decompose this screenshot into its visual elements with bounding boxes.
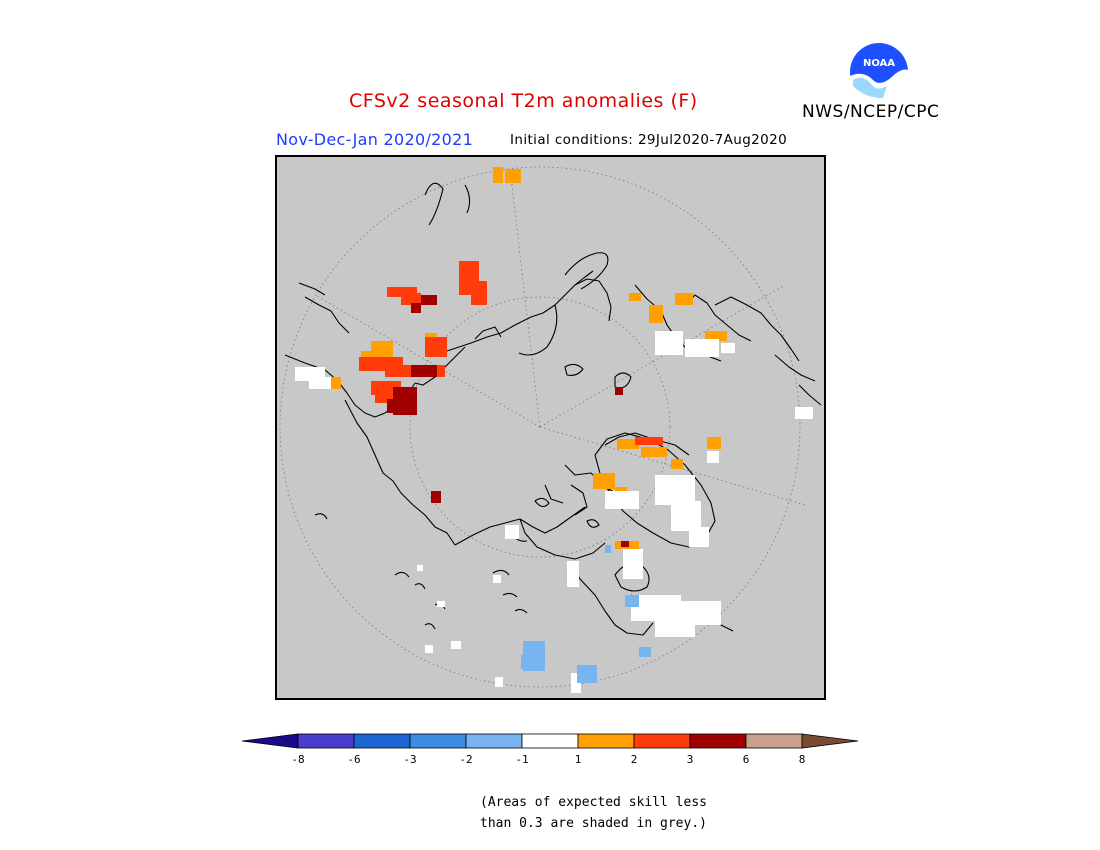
- skill-note-line-2: than 0.3 are shaded in grey.): [480, 816, 707, 831]
- anomaly-shading: [295, 167, 813, 693]
- legend-label: -3: [403, 753, 416, 766]
- chart-title: CFSv2 seasonal T2m anomalies (F): [349, 90, 698, 112]
- skill-note-line-1: (Areas of expected skill less: [480, 795, 707, 810]
- legend-bar: [241, 733, 859, 749]
- legend-arrow-high: [801, 733, 859, 749]
- legend-label: 8: [799, 753, 806, 766]
- legend-swatch: [521, 733, 579, 749]
- map-background: [275, 155, 826, 700]
- anomaly-1-to-2: [319, 167, 727, 549]
- organization-label: NWS/NCEP/CPC: [802, 102, 940, 122]
- legend-label: -6: [347, 753, 360, 766]
- legend-label: -2: [459, 753, 472, 766]
- forecast-period: Nov-Dec-Jan 2020/2021: [276, 130, 474, 149]
- noaa-logo: NOAA: [848, 41, 910, 103]
- noaa-logo-text: NOAA: [863, 58, 895, 69]
- legend-swatch: [745, 733, 803, 749]
- legend-swatch: [409, 733, 467, 749]
- legend-swatch: [297, 733, 355, 749]
- color-legend: -8 -6 -3 -2 -1 1 2 3 6 8: [241, 733, 859, 766]
- legend-label: 6: [743, 753, 750, 766]
- map-frame: [275, 155, 826, 700]
- polar-anomaly-map: [275, 155, 826, 700]
- legend-arrow-low: [241, 733, 299, 749]
- legend-label: 3: [687, 753, 694, 766]
- graticule: [279, 166, 806, 688]
- legend-label: 1: [575, 753, 582, 766]
- skill-note: (Areas of expected skill less than 0.3 a…: [480, 792, 740, 834]
- legend-swatch: [689, 733, 747, 749]
- legend-label: -8: [291, 753, 304, 766]
- legend-swatch: [633, 733, 691, 749]
- legend-swatch: [577, 733, 635, 749]
- initial-conditions: Initial conditions: 29Jul2020-7Aug2020: [510, 132, 788, 148]
- anomaly-neutral: [295, 331, 813, 693]
- legend-swatch: [465, 733, 523, 749]
- legend-label: -1: [515, 753, 528, 766]
- legend-labels: -8 -6 -3 -2 -1 1 2 3 6 8: [291, 753, 805, 766]
- legend-swatch: [353, 733, 411, 749]
- legend-label: 2: [631, 753, 638, 766]
- anomaly-3-to-6: [387, 295, 629, 547]
- anomaly-minus-2-to-minus-1: [521, 545, 651, 683]
